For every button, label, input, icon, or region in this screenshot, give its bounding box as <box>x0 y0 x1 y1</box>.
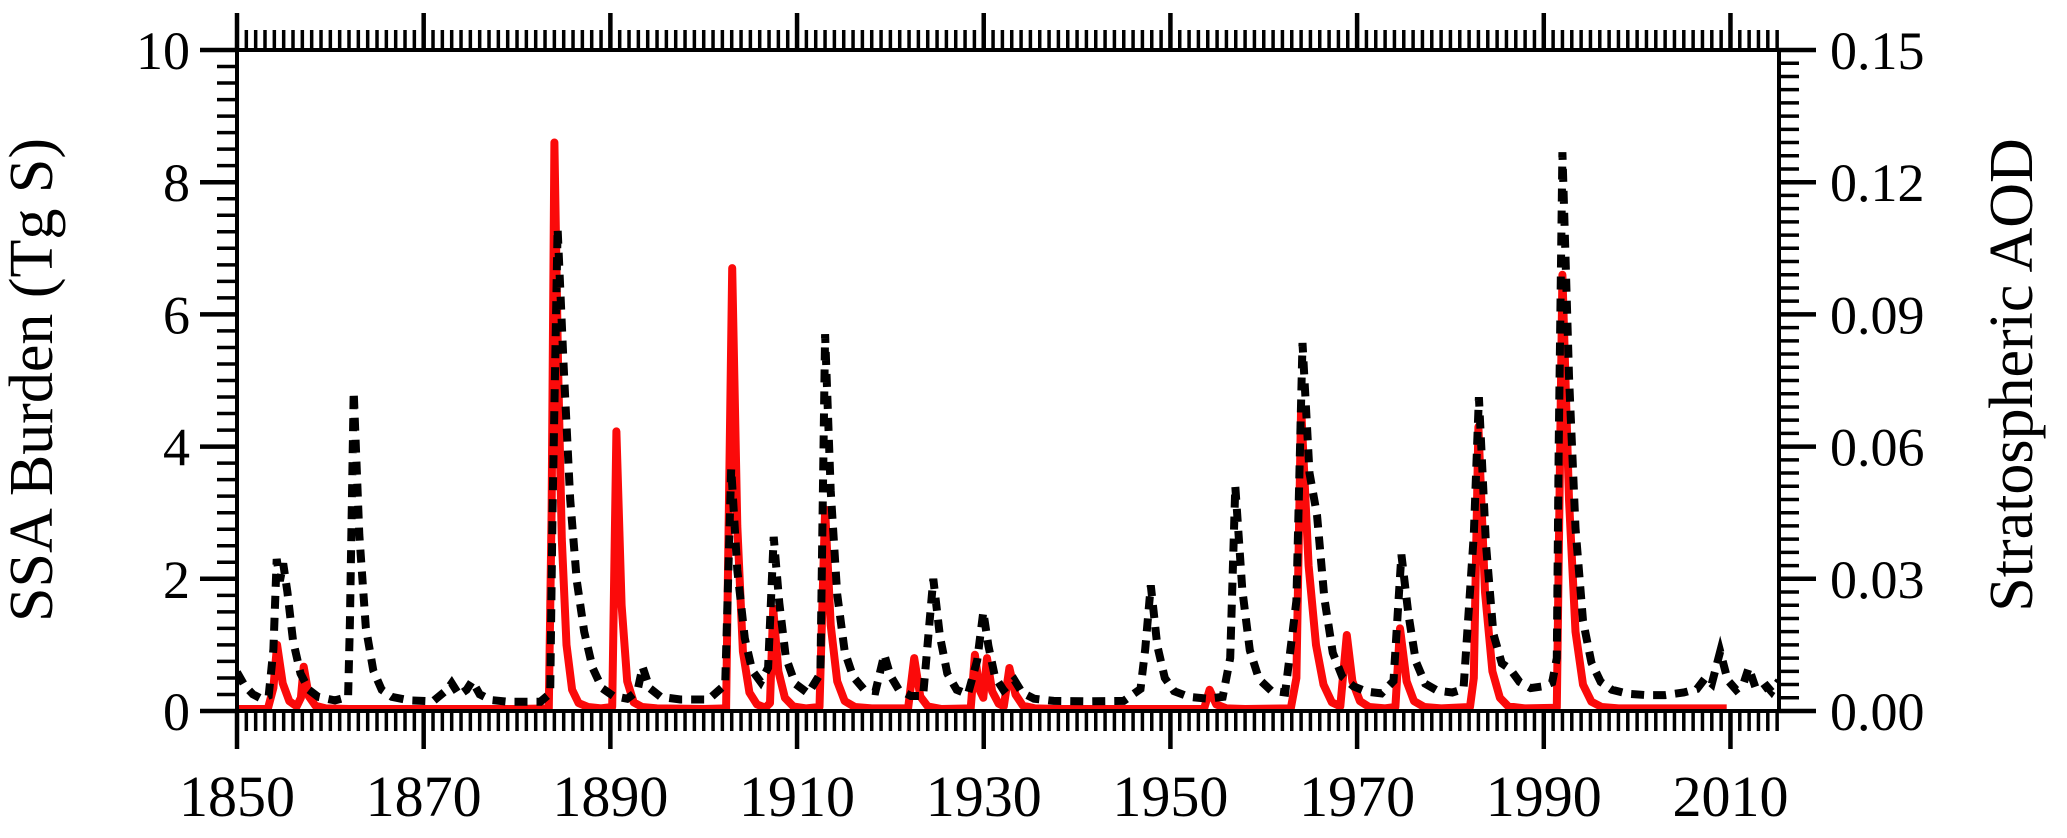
right-tick-label: 0.00 <box>1830 682 1925 742</box>
right-tick-label: 0.03 <box>1830 550 1925 610</box>
x-tick-label: 1870 <box>366 764 482 829</box>
left-tick-label: 2 <box>163 550 190 610</box>
right-tick-label: 0.09 <box>1830 285 1925 345</box>
right-axis-title: Stratospheric AOD <box>1978 138 2046 612</box>
x-tick-label: 1990 <box>1486 764 1602 829</box>
x-tick-label: 1970 <box>1299 764 1415 829</box>
right-tick-label: 0.12 <box>1830 153 1925 213</box>
x-tick-label: 1930 <box>926 764 1042 829</box>
left-tick-label: 8 <box>163 153 190 213</box>
left-tick-label: 0 <box>163 682 190 742</box>
left-tick-label: 10 <box>136 21 190 81</box>
x-tick-label: 1910 <box>739 764 855 829</box>
x-tick-label: 2010 <box>1672 764 1788 829</box>
left-tick-label: 6 <box>163 285 190 345</box>
plot-frame <box>235 48 1781 713</box>
x-tick-label: 1890 <box>552 764 668 829</box>
left-axis-title: SSA Burden (Tg S) <box>0 138 66 622</box>
stratospheric-aod-line <box>237 152 1779 706</box>
x-tick-label: 1950 <box>1112 764 1228 829</box>
left-tick-label: 4 <box>163 418 190 478</box>
right-tick-label: 0.06 <box>1830 418 1925 478</box>
right-tick-label: 0.15 <box>1830 21 1925 81</box>
axis-ticks <box>200 13 1816 749</box>
x-tick-label: 1850 <box>179 764 295 829</box>
axis-tick-labels: 1850 1870 1890 1910 1930 1950 1970 1990 2010 0 2 4 6… <box>136 21 1925 829</box>
